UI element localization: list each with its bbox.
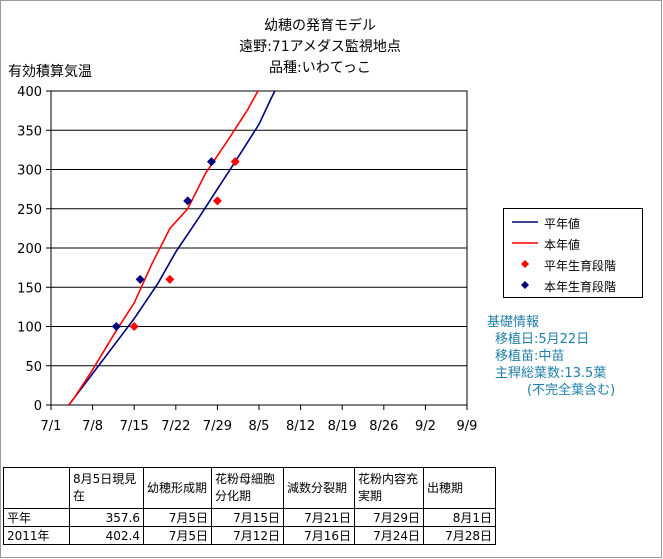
growth-stage-table: 8月5日現見在 幼穂形成期 花粉母細胞分化期 減数分裂期 花粉内容充実期 出穂期… xyxy=(3,467,496,545)
table-cell: 357.6 xyxy=(69,508,144,527)
x-tick-label: 7/29 xyxy=(203,419,232,434)
x-tick-label: 8/12 xyxy=(286,419,315,434)
legend-label: 平年値 xyxy=(544,217,581,231)
legend-label: 平年生育段階 xyxy=(544,259,617,273)
stage-marker xyxy=(230,157,240,167)
table-cell: 8月1日 xyxy=(423,508,496,527)
table-header-cell: 出穂期 xyxy=(423,467,496,509)
legend: 平年値 本年値 平年生育段階 本年生育段階 xyxy=(503,208,643,298)
stage-marker xyxy=(135,274,145,284)
y-tick-label: 0 xyxy=(34,399,42,414)
y-tick-label: 150 xyxy=(17,281,42,296)
chart-title-line-2: 遠野:71アメダス監視地点 xyxy=(239,39,401,55)
y-tick-label: 100 xyxy=(17,321,42,336)
y-tick-label: 300 xyxy=(17,164,42,179)
table-cell: 7月28日 xyxy=(423,526,496,545)
y-tick-label: 50 xyxy=(25,360,42,375)
info-leaf-note: (不完全葉含む) xyxy=(527,383,616,398)
x-tick-label: 7/8 xyxy=(82,419,103,434)
table-header-cell: 8月5日現見在 xyxy=(69,467,144,509)
table-row-label: 平年 xyxy=(3,508,70,527)
legend-item-this-year-stages: 本年生育段階 xyxy=(504,275,642,295)
table-row-label: 2011年 xyxy=(3,526,70,545)
legend-label: 本年値 xyxy=(544,238,581,252)
x-tick-label: 8/26 xyxy=(369,419,398,434)
legend-line-symbol xyxy=(512,221,538,223)
chart-plot: 0 50 100 150 200 250 300 350 400 7/1 7/8 7/15 7/22 7/… xyxy=(17,85,478,434)
x-tick-label: 9/2 xyxy=(415,419,436,434)
table-header-cell: 花粉母細胞分化期 xyxy=(211,467,284,509)
y-tick-label: 400 xyxy=(17,85,42,100)
x-tick-label: 7/15 xyxy=(120,419,149,434)
legend-diamond-symbol xyxy=(521,281,529,289)
legend-diamond-symbol xyxy=(521,260,529,268)
series-line xyxy=(68,91,259,405)
legend-item-this-year-line: 本年値 xyxy=(504,233,642,253)
info-heading: 基礎情報 xyxy=(487,315,540,330)
stage-marker xyxy=(183,196,193,206)
table-row: 平年 357.6 7月5日 7月15日 7月21日 7月29日 8月1日 xyxy=(3,508,496,527)
series-line xyxy=(68,91,276,405)
stage-marker xyxy=(165,274,175,284)
legend-line-symbol xyxy=(512,242,538,244)
table-cell: 402.4 xyxy=(69,526,144,545)
y-tick-label: 200 xyxy=(17,242,42,257)
legend-label: 本年生育段階 xyxy=(544,280,617,294)
table-row: 2011年 402.4 7月5日 7月12日 7月16日 7月24日 7月28日 xyxy=(3,526,496,545)
table-cell: 7月24日 xyxy=(354,526,424,545)
table-cell: 7月15日 xyxy=(211,508,284,527)
y-tick-label: 250 xyxy=(17,203,42,218)
stage-marker xyxy=(111,322,121,331)
table-header-cell xyxy=(3,467,70,509)
legend-item-normal-stages: 平年生育段階 xyxy=(504,254,642,274)
table-header-cell: 減数分裂期 xyxy=(283,467,355,509)
legend-item-normal-line: 平年値 xyxy=(504,212,642,232)
x-tick-label: 7/22 xyxy=(161,419,190,434)
info-seedling-type: 移植苗:中苗 xyxy=(495,349,565,364)
table-cell: 7月12日 xyxy=(211,526,284,545)
table-cell: 7月16日 xyxy=(283,526,355,545)
stage-marker xyxy=(129,322,139,331)
x-tick-label: 8/19 xyxy=(328,419,357,434)
table-header-cell: 花粉内容充実期 xyxy=(354,467,424,509)
table-header-cell: 幼穂形成期 xyxy=(143,467,212,509)
table-header-row: 8月5日現見在 幼穂形成期 花粉母細胞分化期 減数分裂期 花粉内容充実期 出穂期 xyxy=(3,467,496,509)
info-transplant-date: 移植日:5月22日 xyxy=(495,332,590,347)
chart-title-line-1: 幼穂の発育モデル xyxy=(264,18,376,34)
info-leaf-count: 主稈総葉数:13.5葉 xyxy=(495,366,607,381)
basic-info: 基礎情報 移植日:5月22日 移植苗:中苗 主稈総葉数:13.5葉 (不完全葉含… xyxy=(487,314,615,399)
x-tick-label: 9/9 xyxy=(457,419,478,434)
stage-marker xyxy=(206,157,216,167)
chart-title-line-3: 品種:いわてっこ xyxy=(269,60,371,76)
table-cell: 7月29日 xyxy=(354,508,424,527)
x-tick-label: 7/1 xyxy=(41,419,62,434)
x-tick-label: 8/5 xyxy=(249,419,270,434)
table-cell: 7月21日 xyxy=(283,508,355,527)
table-cell: 7月5日 xyxy=(143,508,212,527)
table-cell: 7月5日 xyxy=(143,526,212,545)
stage-marker xyxy=(212,196,222,206)
y-axis-label: 有効積算気温 xyxy=(8,64,92,80)
y-tick-label: 350 xyxy=(17,124,42,139)
